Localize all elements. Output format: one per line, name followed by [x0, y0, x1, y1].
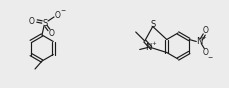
- Text: −: −: [60, 7, 65, 12]
- Text: O: O: [202, 26, 207, 35]
- Text: N: N: [145, 43, 151, 52]
- Text: N: N: [195, 37, 202, 46]
- Text: O: O: [55, 10, 61, 20]
- Text: O: O: [29, 17, 35, 26]
- Text: +: +: [200, 35, 205, 40]
- Text: −: −: [207, 54, 212, 59]
- Text: S: S: [42, 18, 47, 27]
- Text: O: O: [49, 29, 55, 38]
- Text: S: S: [150, 20, 155, 29]
- Text: O: O: [202, 48, 207, 57]
- Text: +: +: [151, 41, 155, 46]
